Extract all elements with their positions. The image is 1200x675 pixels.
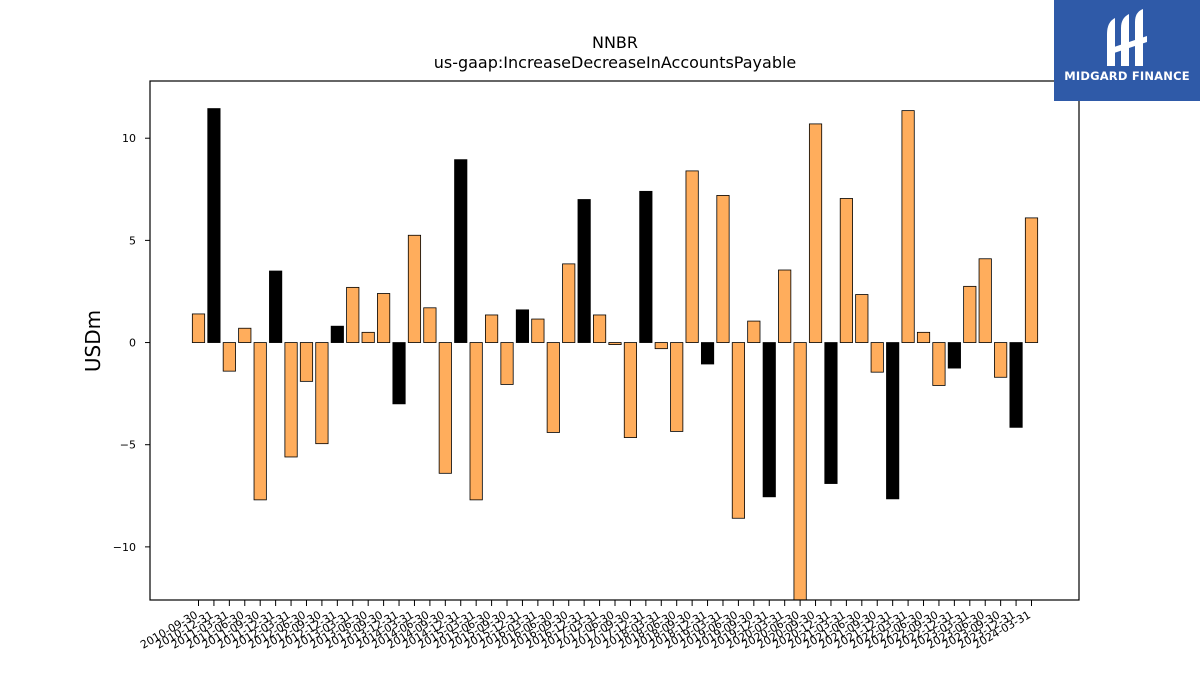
bar-2022-12-31	[947, 342, 961, 369]
bar-2014-03-31	[407, 234, 422, 343]
bar-2021-12-31	[886, 342, 900, 500]
y-tick-label: 5	[129, 234, 136, 247]
bar-2011-09-30	[253, 342, 267, 501]
bar-2023-06-30	[978, 258, 992, 343]
bar-2024-03-31	[1024, 217, 1039, 343]
bar-2015-03-31	[469, 342, 483, 501]
brand-logo: MIDGARD FINANCE	[1054, 0, 1200, 101]
chart-subtitle: us-gaap:IncreaseDecreaseInAccountsPayabl…	[434, 53, 797, 72]
bar-2017-03-31	[593, 314, 607, 343]
y-axis-ticks: −10 −5 0 5 10	[113, 132, 150, 554]
bar-2022-09-30	[932, 342, 946, 386]
bar-2016-12-31	[577, 199, 591, 343]
y-tick-label: −5	[120, 439, 136, 452]
bar-2013-09-30	[377, 293, 391, 343]
chart-title: NNBR	[592, 33, 638, 52]
bar-2017-12-31	[639, 190, 653, 343]
bar-2017-06-30	[608, 342, 622, 345]
midgard-mark-icon	[1107, 9, 1147, 66]
bar-2020-12-31	[824, 342, 838, 484]
y-tick-label: 10	[122, 132, 136, 145]
bar-2016-03-31	[531, 318, 545, 343]
bar-2010-12-31	[207, 108, 221, 343]
bar-2016-06-30	[546, 342, 560, 433]
bar-2018-03-31	[654, 342, 668, 350]
y-axis-label: USDm	[81, 310, 105, 372]
plot-frame	[149, 80, 1080, 601]
bar-2022-03-31	[901, 110, 915, 343]
bar-2021-09-30	[870, 342, 884, 373]
y-tick-label: 0	[129, 337, 136, 350]
bar-2013-03-31	[346, 286, 360, 343]
bar-2012-09-30	[315, 342, 329, 445]
bar-2019-03-31	[716, 195, 730, 343]
bar-2015-12-31	[515, 309, 530, 343]
bars-group	[191, 108, 1039, 601]
bar-2012-03-31	[284, 342, 298, 458]
bar-2018-09-30	[685, 170, 699, 343]
bar-2014-09-30	[438, 342, 452, 474]
bar-2012-12-31	[330, 325, 344, 343]
bar-2019-09-30	[747, 320, 761, 343]
bar-2014-12-31	[454, 159, 468, 343]
bar-2011-12-31	[269, 270, 283, 343]
bar-2021-03-31	[839, 198, 853, 343]
bar-2014-06-30	[423, 307, 437, 343]
bar-2018-06-30	[670, 342, 684, 432]
bar-2017-09-30	[623, 342, 638, 438]
bar-2013-06-30	[361, 331, 375, 343]
bar-2023-12-31	[1009, 342, 1023, 428]
bar-2023-03-31	[963, 285, 977, 343]
bar-2015-06-30	[485, 314, 499, 343]
bar-2018-12-31	[700, 342, 715, 365]
brand-name: MIDGARD FINANCE	[1064, 69, 1190, 83]
bar-2011-03-31	[222, 342, 236, 372]
bar-2011-06-30	[238, 327, 252, 343]
bar-2020-03-31	[778, 269, 792, 343]
bar-2015-09-30	[500, 342, 514, 385]
bar-2021-06-30	[855, 294, 869, 343]
bar-2010-09-30	[191, 313, 206, 343]
y-tick-label: −10	[113, 541, 136, 554]
x-axis-ticks: 2010-09-302010-12-312011-03-312011-06-30…	[138, 600, 1033, 652]
bar-2019-06-30	[731, 342, 745, 519]
bar-2023-09-30	[994, 342, 1008, 378]
bar-2012-06-30	[299, 342, 314, 382]
bar-2022-06-30	[916, 331, 931, 343]
bar-2013-12-31	[392, 342, 406, 405]
bar-2016-09-30	[562, 263, 576, 343]
bar-2020-06-30	[793, 342, 807, 601]
bar-2020-09-30	[808, 123, 823, 343]
bar-2019-12-31	[762, 342, 776, 498]
